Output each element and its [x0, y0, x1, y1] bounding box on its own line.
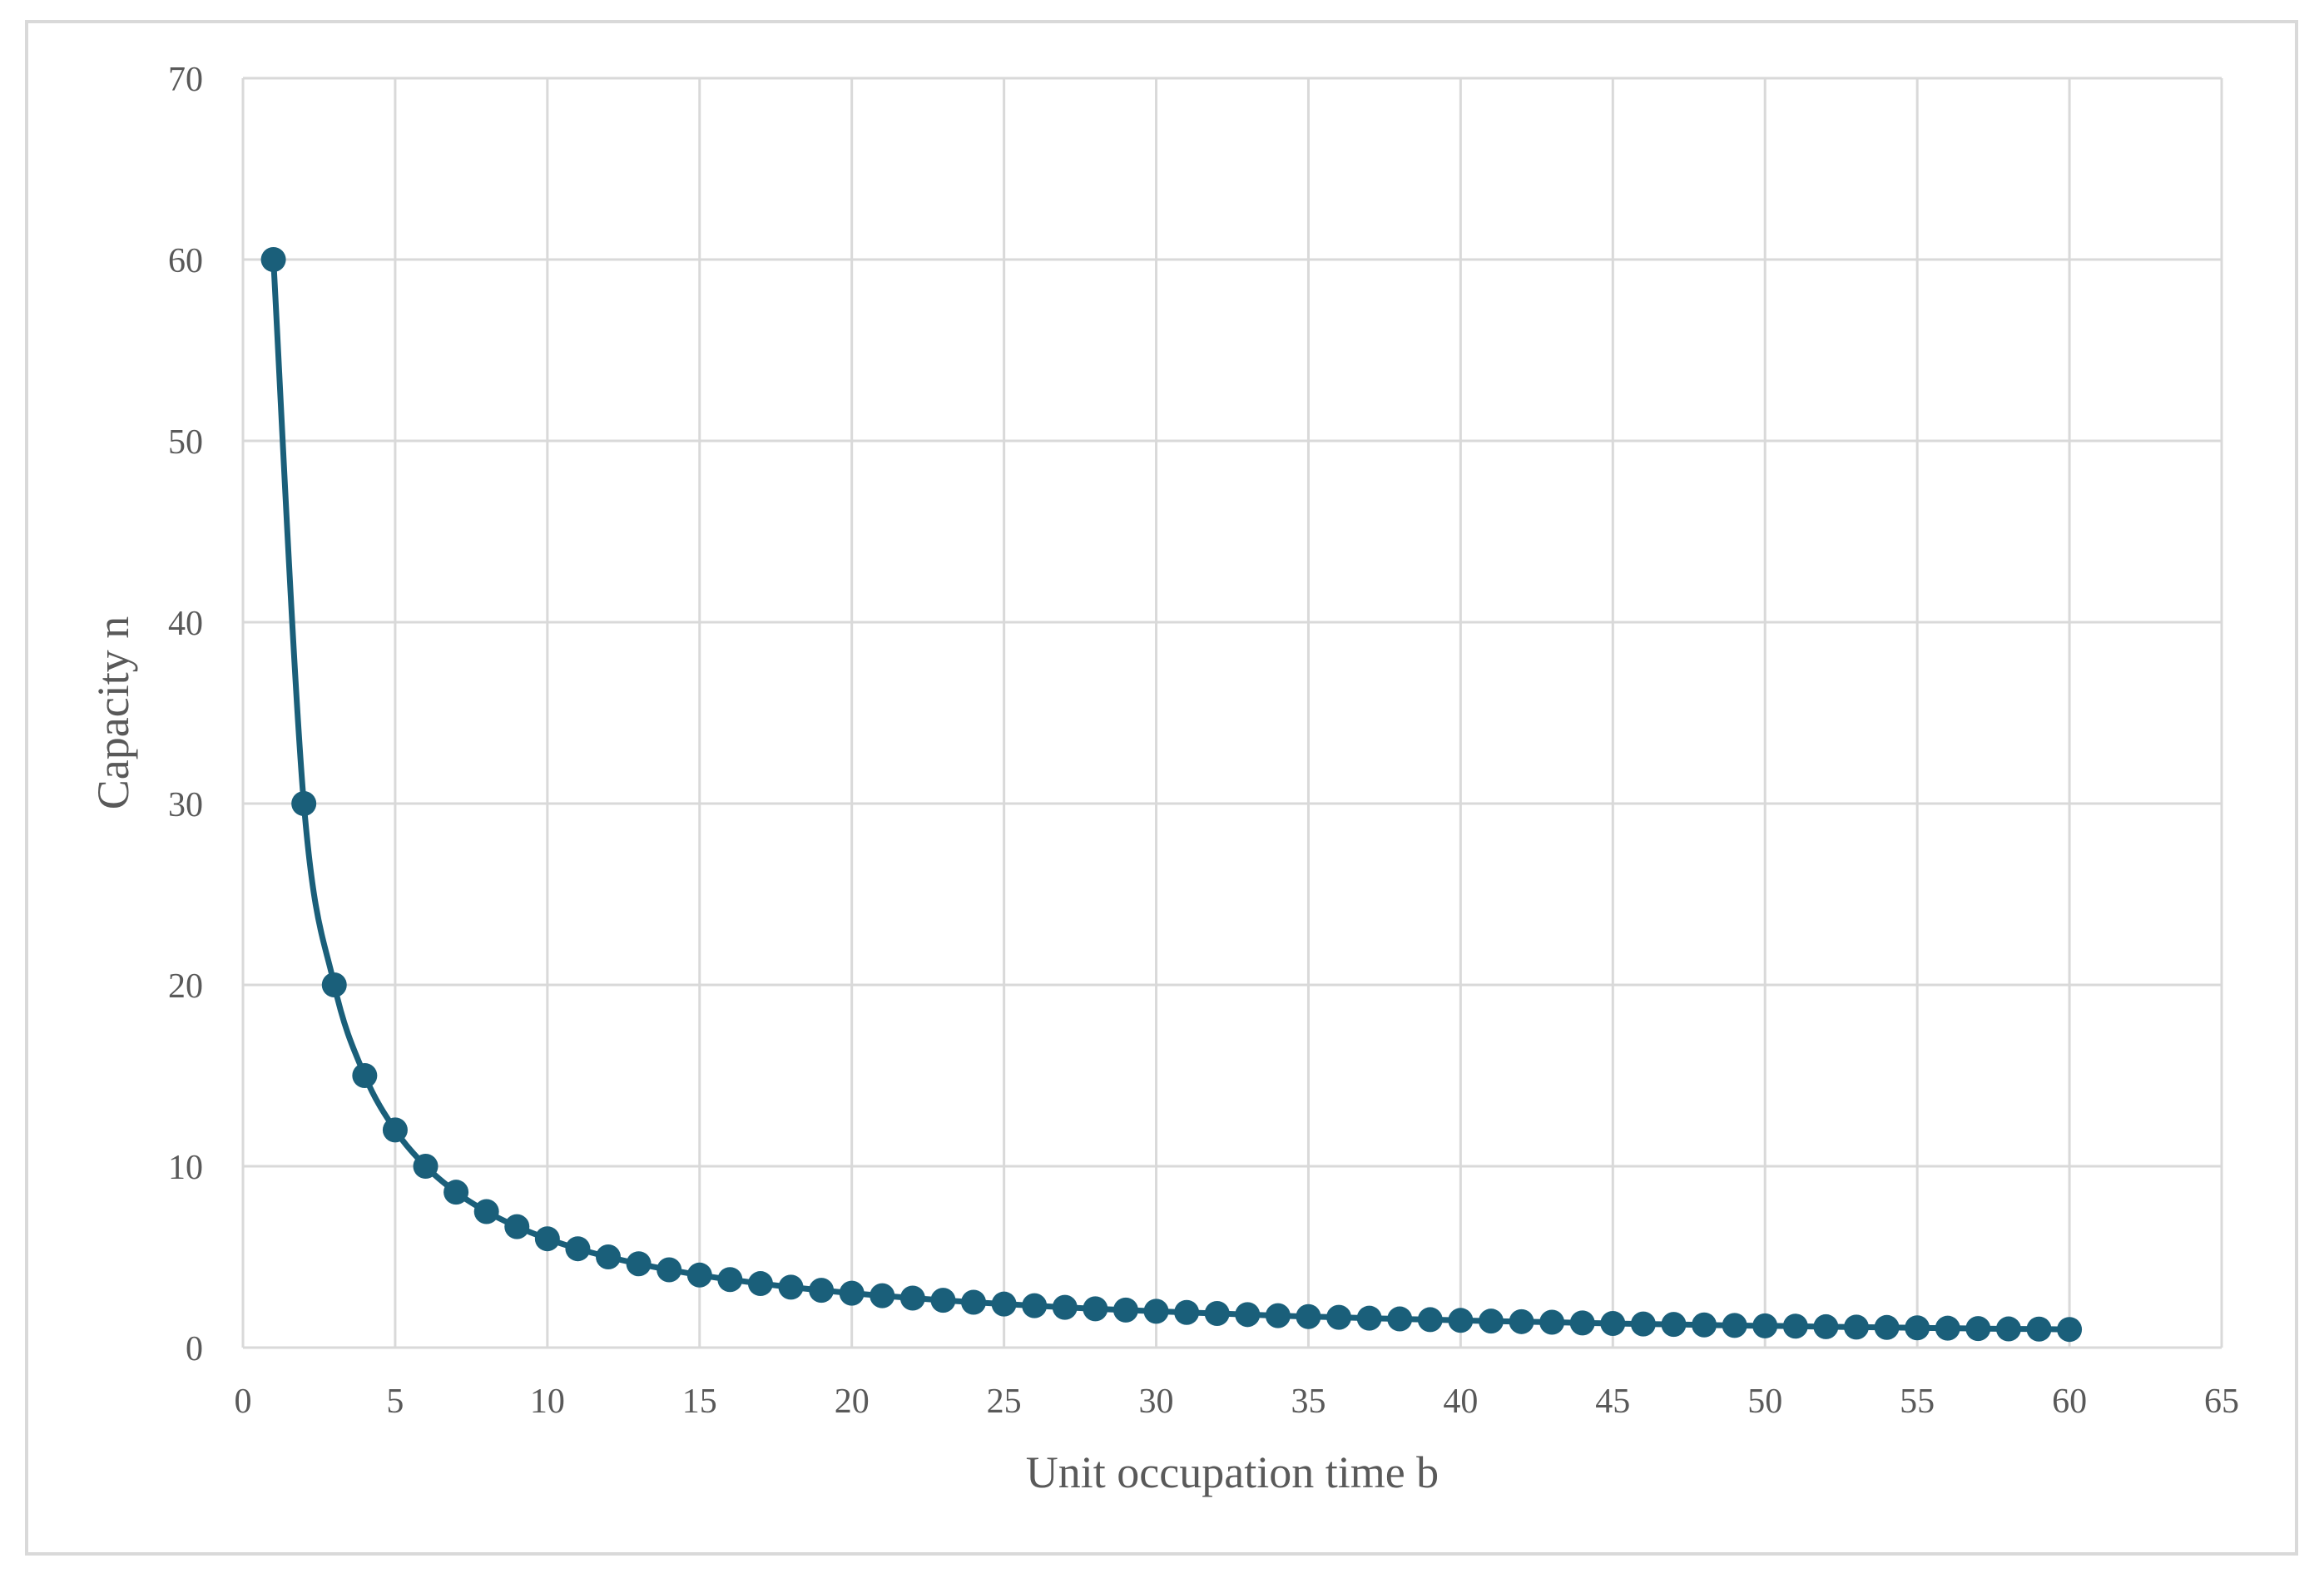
data-point: [657, 1257, 682, 1283]
y-tick-label: 30: [168, 786, 203, 824]
data-point: [626, 1251, 652, 1277]
x-tick-label: 40: [1443, 1383, 1478, 1421]
x-tick-label: 65: [2204, 1383, 2239, 1421]
x-tick-label: 5: [386, 1383, 404, 1421]
data-point: [899, 1285, 925, 1311]
data-point: [291, 791, 317, 816]
data-point: [1874, 1314, 1900, 1340]
data-point: [747, 1271, 773, 1297]
data-point: [1692, 1312, 1717, 1338]
y-tick-label: 20: [168, 967, 203, 1006]
data-point: [1356, 1305, 1382, 1331]
data-point: [1782, 1313, 1808, 1339]
data-point: [1569, 1310, 1595, 1336]
chart-frame: 0 5 10 15 20 25 30 35 40 45 50 55 60 65 0 10 20 30 40 50 60 7…: [25, 20, 2298, 1556]
grid-layer: [241, 77, 2223, 1349]
data-point: [1722, 1313, 1747, 1338]
x-tick-label: 15: [682, 1383, 717, 1421]
data-point: [2057, 1317, 2083, 1343]
data-point: [1174, 1299, 1200, 1325]
data-point: [1387, 1306, 1413, 1332]
data-point: [1143, 1299, 1169, 1324]
data-point: [1843, 1314, 1869, 1340]
data-point: [717, 1267, 743, 1293]
data-point: [1296, 1304, 1321, 1329]
data-point: [1204, 1301, 1230, 1327]
chart-svg: 0 5 10 15 20 25 30 35 40 45 50 55 60 65 0 10 20 30 40 50 60 7…: [88, 61, 2239, 1497]
data-point: [260, 247, 286, 272]
data-point: [1265, 1303, 1291, 1328]
x-tick-label: 45: [1595, 1383, 1630, 1421]
data-point: [2026, 1316, 2052, 1342]
data-point: [565, 1236, 591, 1262]
data-point: [1022, 1293, 1048, 1318]
x-axis-title: Unit occupation time b: [1026, 1447, 1439, 1497]
y-axis-title: Capacity n: [88, 616, 138, 809]
data-point: [1448, 1308, 1474, 1333]
data-point: [686, 1262, 712, 1288]
data-points: [260, 247, 2083, 1343]
y-tick-label: 40: [168, 605, 203, 643]
y-tick-label: 60: [168, 242, 203, 280]
data-point: [839, 1280, 865, 1306]
data-point: [413, 1154, 439, 1179]
x-tick-label: 25: [987, 1383, 1022, 1421]
data-point: [1478, 1308, 1504, 1334]
data-point: [1509, 1308, 1534, 1334]
data-point: [596, 1244, 622, 1269]
x-tick-label: 0: [235, 1383, 252, 1421]
data-point: [930, 1288, 956, 1313]
x-tick-label: 10: [530, 1383, 565, 1421]
data-point: [1326, 1304, 1352, 1330]
data-point: [1600, 1311, 1626, 1337]
data-point: [1752, 1313, 1778, 1338]
data-point: [1539, 1309, 1565, 1335]
x-tick-label: 30: [1139, 1383, 1174, 1421]
y-tick-label: 0: [186, 1330, 203, 1368]
x-tick-label: 20: [835, 1383, 870, 1421]
data-point: [1813, 1313, 1839, 1339]
tick-labels: 0 5 10 15 20 25 30 35 40 45 50 55 60 65 0 10 20 30 40 50 60 7…: [168, 61, 2239, 1421]
y-tick-label: 10: [168, 1149, 203, 1187]
data-point: [778, 1274, 804, 1300]
data-point: [1965, 1316, 1991, 1342]
data-point: [1630, 1311, 1656, 1337]
data-point: [1112, 1297, 1138, 1323]
data-point: [991, 1291, 1017, 1317]
data-point: [321, 972, 347, 997]
x-tick-label: 50: [1747, 1383, 1782, 1421]
data-point: [1661, 1312, 1687, 1338]
data-point: [870, 1283, 895, 1308]
data-point: [961, 1289, 987, 1315]
data-point: [1905, 1315, 1930, 1341]
data-point: [809, 1278, 835, 1304]
data-point: [1995, 1316, 2021, 1342]
data-point: [504, 1214, 530, 1239]
data-point: [1235, 1302, 1261, 1328]
y-tick-label: 50: [168, 423, 203, 462]
x-tick-label: 35: [1291, 1383, 1326, 1421]
series-line: [270, 256, 2073, 1333]
x-tick-label: 60: [2052, 1383, 2087, 1421]
y-tick-label: 70: [168, 61, 203, 99]
data-point: [352, 1063, 378, 1088]
data-point: [443, 1180, 469, 1205]
x-tick-label: 55: [1900, 1383, 1935, 1421]
data-point: [1083, 1296, 1108, 1322]
data-point: [534, 1226, 560, 1252]
data-point: [473, 1199, 499, 1224]
data-point: [1052, 1294, 1078, 1320]
data-point: [1935, 1315, 1960, 1341]
data-point: [1417, 1307, 1443, 1333]
data-point: [382, 1117, 408, 1143]
